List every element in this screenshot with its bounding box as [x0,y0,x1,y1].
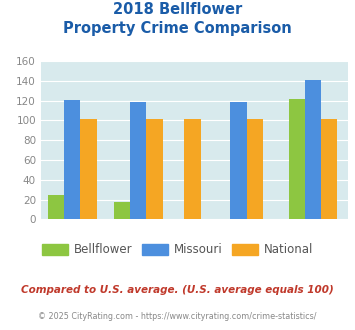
Text: Compared to U.S. average. (U.S. average equals 100): Compared to U.S. average. (U.S. average … [21,285,334,295]
Text: Property Crime Comparison: Property Crime Comparison [63,21,292,36]
Bar [230,102,247,219]
Bar [64,100,80,219]
Text: © 2025 CityRating.com - https://www.cityrating.com/crime-statistics/: © 2025 CityRating.com - https://www.city… [38,312,317,321]
Bar [147,119,163,219]
Bar [80,119,97,219]
Text: 2018 Bellflower: 2018 Bellflower [113,2,242,16]
Bar [114,202,130,219]
Bar [247,119,263,219]
Legend: Bellflower, Missouri, National: Bellflower, Missouri, National [37,239,318,261]
Bar [130,102,147,219]
Bar [289,99,305,219]
Bar [48,195,64,219]
Bar [185,119,201,219]
Bar [321,119,337,219]
Bar [305,80,321,219]
